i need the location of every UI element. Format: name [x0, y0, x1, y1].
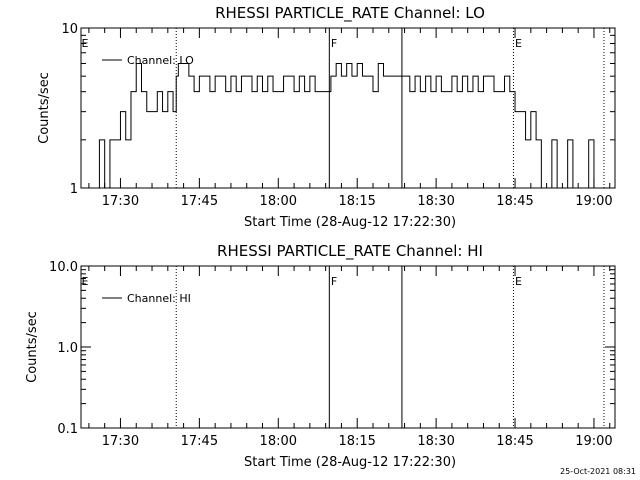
panel-hi-marker-label: E	[82, 275, 89, 288]
panel-lo-xtick-label: 19:00	[575, 194, 612, 209]
panel-hi-frame	[80, 265, 616, 429]
panel-hi-legend-label: Channel: HI	[127, 292, 191, 305]
panel-hi-marker-label: E	[515, 275, 522, 288]
panel-lo-marker-label: E	[515, 37, 522, 50]
panel-hi-xlabel: Start Time (28-Aug-12 17:22:30)	[244, 455, 456, 470]
panel-lo-legend: Channel: LO	[102, 54, 194, 67]
panel-lo-ylabel: Counts/sec	[37, 72, 52, 144]
footer-timestamp: 25-Oct-2021 08:31	[560, 467, 636, 476]
panel-hi-legend: Channel: HI	[102, 292, 191, 305]
panel-hi-xtick-label: 17:30	[102, 434, 139, 449]
panel-hi-xtick-label: 18:15	[338, 434, 375, 449]
panel-lo-xtick-label: 18:30	[417, 194, 454, 209]
panel-hi-ytick-label: 0.1	[57, 422, 78, 437]
panel-lo-xtick-label: 17:30	[102, 194, 139, 209]
panel-hi-ytick-label: 1.0	[57, 341, 78, 356]
panel-hi-vlines	[175, 266, 605, 428]
panel-lo-yticks: 1 10	[61, 22, 615, 197]
panel-hi-title: RHESSI PARTICLE_RATE Channel: HI	[217, 242, 483, 261]
panel-hi-xtick-label: 19:00	[575, 434, 612, 449]
panel-lo-xlabel: Start Time (28-Aug-12 17:22:30)	[244, 215, 456, 230]
panel-hi-yticks: 0.1 1.0 10.0	[49, 260, 615, 437]
panel-hi: RHESSI PARTICLE_RATE Channel: HI Counts/…	[25, 242, 616, 470]
panel-lo-legend-label: Channel: LO	[127, 54, 194, 67]
panel-lo-xticks: 17:30 17:45 18:00 18:15 18:30 18:45 19:00	[88, 28, 613, 209]
panel-lo-xtick-label: 18:15	[338, 194, 375, 209]
panel-hi-ytick-label: 10.0	[49, 260, 78, 275]
panel-lo-frame	[80, 27, 616, 189]
panel-lo-marker-label: F	[331, 37, 337, 50]
panel-hi-xtick-label: 18:30	[417, 434, 454, 449]
panel-hi-xticks: 17:30 17:45 18:00 18:15 18:30 18:45 19:00	[88, 266, 613, 449]
panel-lo-marker-label: E	[82, 37, 89, 50]
panel-lo-ytick-label: 10	[61, 22, 78, 37]
panel-lo-ytick-label: 1	[70, 182, 78, 197]
panel-hi-xtick-label: 18:00	[260, 434, 297, 449]
panel-lo-xtick-label: 17:45	[181, 194, 218, 209]
panel-hi-ylabel: Counts/sec	[25, 311, 40, 383]
panel-lo-xtick-label: 18:45	[496, 194, 533, 209]
panel-hi-xtick-label: 18:45	[496, 434, 533, 449]
panel-lo-vlines	[175, 28, 605, 188]
panel-lo-title: RHESSI PARTICLE_RATE Channel: LO	[215, 4, 485, 23]
panel-hi-xtick-label: 17:45	[181, 434, 218, 449]
panel-lo-xtick-label: 18:00	[260, 194, 297, 209]
panel-lo: RHESSI PARTICLE_RATE Channel: LO Counts/…	[37, 4, 616, 230]
panel-hi-marker-label: F	[331, 275, 337, 288]
panel-lo-series-line	[94, 62, 595, 189]
